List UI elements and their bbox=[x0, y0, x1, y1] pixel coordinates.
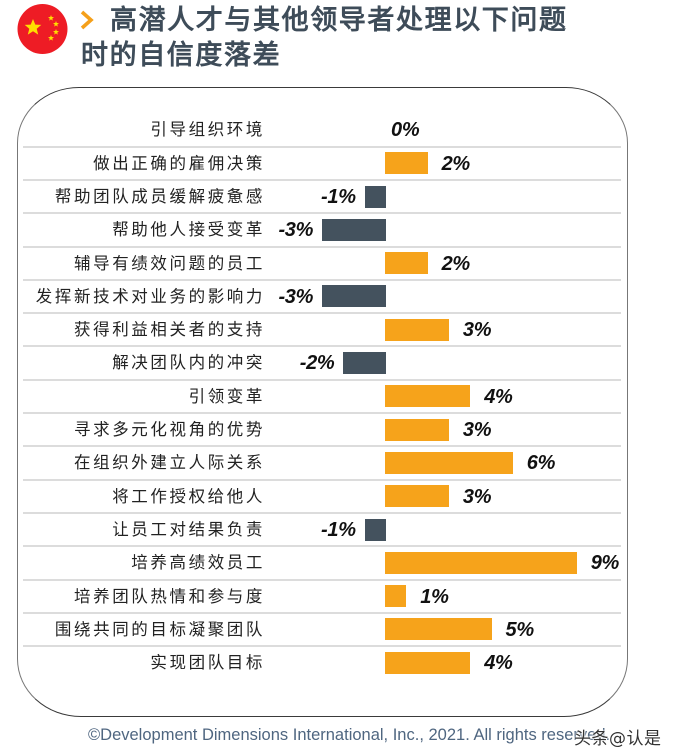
positive-bar bbox=[385, 651, 471, 674]
value-label: -3% bbox=[278, 285, 314, 308]
chart-row: 实现团队目标 4% bbox=[0, 646, 682, 679]
chart-row: 做出正确的雇佣决策 2% bbox=[0, 147, 682, 180]
value-label: 3% bbox=[462, 419, 492, 442]
chart-row: 引导组织环境 0% bbox=[0, 113, 682, 146]
row-divider bbox=[23, 645, 621, 648]
chart-row: 解决团队内的冲突 -2% bbox=[0, 346, 682, 379]
category-label: 在组织外建立人际关系 bbox=[74, 453, 265, 473]
positive-bar bbox=[385, 451, 513, 474]
row-divider bbox=[23, 445, 621, 448]
row-divider bbox=[23, 478, 621, 481]
value-label: 3% bbox=[462, 485, 492, 508]
row-divider bbox=[23, 578, 621, 581]
category-label: 让员工对结果负责 bbox=[112, 519, 265, 539]
value-label: 6% bbox=[526, 452, 556, 475]
category-label: 发挥新技术对业务的影响力 bbox=[35, 286, 265, 306]
chart-row: 在组织外建立人际关系 6% bbox=[0, 446, 682, 479]
negative-bar bbox=[322, 285, 386, 308]
category-label: 寻求多元化视角的优势 bbox=[74, 420, 265, 440]
positive-bar bbox=[385, 551, 577, 574]
negative-bar bbox=[364, 518, 386, 541]
category-label: 辅导有绩效问题的员工 bbox=[74, 253, 265, 273]
value-label: 5% bbox=[505, 618, 535, 641]
value-label: -1% bbox=[321, 185, 356, 208]
positive-bar bbox=[385, 152, 428, 175]
positive-bar bbox=[385, 385, 471, 408]
value-label: -3% bbox=[278, 219, 314, 242]
row-divider bbox=[23, 145, 621, 148]
positive-bar bbox=[385, 418, 449, 441]
chevron-right-icon bbox=[80, 10, 94, 30]
china-flag-icon bbox=[17, 4, 68, 54]
category-label: 解决团队内的冲突 bbox=[112, 353, 265, 373]
value-label: 9% bbox=[590, 552, 620, 575]
value-label: 2% bbox=[441, 252, 471, 275]
category-label: 引领变革 bbox=[188, 386, 265, 406]
chart-row: 引领变革 4% bbox=[0, 380, 682, 413]
positive-bar bbox=[385, 485, 449, 508]
row-divider bbox=[23, 545, 621, 548]
category-label: 帮助团队成员缓解疲惫感 bbox=[54, 186, 265, 206]
category-label: 引导组织环境 bbox=[150, 120, 265, 140]
chart-row: 让员工对结果负责 -1% bbox=[0, 513, 682, 546]
value-label: 4% bbox=[484, 652, 513, 675]
chart-title-line-2: 时的自信度落差 bbox=[81, 40, 282, 71]
positive-bar bbox=[385, 585, 407, 608]
category-label: 将工作授权给他人 bbox=[112, 486, 265, 506]
chart-row: 培养高绩效员工 9% bbox=[0, 546, 682, 579]
chart-row: 获得利益相关者的支持 3% bbox=[0, 313, 682, 346]
chart-row: 围绕共同的目标凝聚团队 5% bbox=[0, 613, 682, 646]
row-divider bbox=[23, 345, 621, 348]
value-label: 3% bbox=[462, 319, 492, 342]
chart-row: 帮助他人接受变革 -3% bbox=[0, 213, 682, 246]
row-divider bbox=[23, 212, 621, 215]
row-divider bbox=[23, 278, 621, 281]
value-label: -2% bbox=[299, 352, 335, 375]
row-divider bbox=[23, 611, 621, 614]
category-label: 实现团队目标 bbox=[150, 653, 265, 673]
value-label: 0% bbox=[391, 119, 420, 142]
value-label: 1% bbox=[420, 585, 449, 608]
chart-row: 辅导有绩效问题的员工 2% bbox=[0, 247, 682, 280]
chart-title-line-1: 高潜人才与其他领导者处理以下问题 bbox=[110, 5, 568, 36]
category-label: 培养团队热情和参与度 bbox=[74, 586, 265, 606]
row-divider bbox=[23, 312, 621, 315]
row-divider bbox=[23, 511, 621, 514]
row-divider bbox=[23, 178, 621, 181]
category-label: 围绕共同的目标凝聚团队 bbox=[54, 619, 265, 639]
positive-bar bbox=[385, 618, 492, 641]
copyright-footer: ©Development Dimensions International, I… bbox=[88, 726, 611, 744]
chart-row: 发挥新技术对业务的影响力 -3% bbox=[0, 280, 682, 313]
value-label: 2% bbox=[441, 152, 471, 175]
negative-bar bbox=[364, 185, 386, 208]
row-divider bbox=[23, 412, 621, 415]
positive-bar bbox=[385, 318, 449, 341]
value-label: -1% bbox=[321, 518, 356, 541]
chart-row: 培养团队热情和参与度 1% bbox=[0, 580, 682, 613]
watermark: 头条@认是 bbox=[574, 729, 662, 749]
positive-bar bbox=[385, 252, 428, 275]
row-divider bbox=[23, 378, 621, 381]
category-label: 帮助他人接受变革 bbox=[112, 220, 265, 240]
category-label: 获得利益相关者的支持 bbox=[74, 320, 265, 340]
chart-row: 寻求多元化视角的优势 3% bbox=[0, 413, 682, 446]
negative-bar bbox=[322, 218, 386, 241]
category-label: 做出正确的雇佣决策 bbox=[93, 153, 265, 173]
category-label: 培养高绩效员工 bbox=[131, 553, 265, 573]
negative-bar bbox=[343, 352, 386, 375]
chart-row: 帮助团队成员缓解疲惫感 -1% bbox=[0, 180, 682, 213]
chart-row: 将工作授权给他人 3% bbox=[0, 480, 682, 513]
value-label: 4% bbox=[484, 385, 513, 408]
row-divider bbox=[23, 245, 621, 248]
